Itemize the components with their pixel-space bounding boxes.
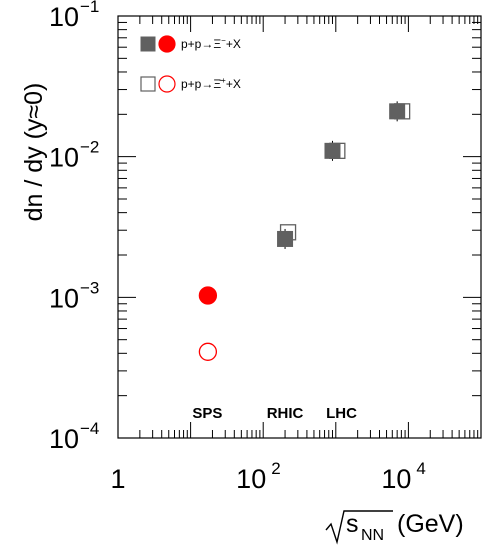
region-label: RHIC [267, 405, 304, 422]
y-tick-label-base: 10 [49, 143, 79, 173]
data-point-square-filled [277, 230, 294, 247]
legend-label-main: p+p→Ξ [181, 37, 221, 51]
legend-label: p+p→Ξ̄++X [181, 76, 241, 91]
data-point-square-open [329, 142, 346, 159]
legend-circle-marker [158, 75, 176, 93]
plot-frame [117, 15, 482, 439]
y-tick-label-exponent: −4 [80, 419, 99, 438]
data-point-circle [198, 342, 218, 361]
region-labels: SPS RHIC LHC [192, 405, 357, 422]
region-label: LHC [326, 405, 357, 422]
legend-square-marker [140, 76, 156, 92]
region-label: SPS [192, 405, 222, 422]
x-tick-label-base: 1 [110, 464, 125, 494]
y-tick-label-base: 10 [49, 2, 79, 32]
data-point-square-filled [389, 103, 406, 120]
x-tick-label-exponent: 4 [416, 459, 425, 478]
sqrt-symbol [325, 510, 393, 545]
legend-square-marker [140, 36, 156, 52]
y-axis: 10−410−310−210−1 [49, 0, 481, 454]
legend-label: p+p→Ξ−+X [181, 36, 241, 51]
data-point-circle [198, 286, 218, 305]
x-tick-label-exponent: 2 [271, 459, 280, 478]
x-axis: 1 10 2 10 4 [110, 16, 479, 494]
y-tick-label-exponent: −3 [80, 278, 99, 297]
legend-label-tail: +X [226, 37, 241, 51]
legend-circle-marker [158, 35, 176, 53]
legend-label-sup: + [221, 76, 226, 85]
legend-label-sup: − [221, 36, 226, 45]
legend: p+p→Ξ−+Xp+p→Ξ̄++X [140, 35, 241, 93]
y-tick-label-base: 10 [49, 283, 79, 313]
plot-frame-rect [117, 15, 482, 439]
y-tick-label-exponent: −1 [80, 0, 99, 16]
y-axis-title: dn / dy (y≈0) [20, 83, 48, 222]
data-points [198, 101, 411, 361]
x-axis-title-unit: (GeV) [397, 510, 464, 538]
legend-label-tail: +X [226, 77, 241, 91]
data-point-square-open [393, 103, 411, 120]
y-tick-label-exponent: −2 [80, 138, 99, 157]
y-tick-label-base: 10 [49, 424, 79, 454]
data-point-square-filled [324, 142, 341, 159]
legend-label-main: p+p→Ξ̄ [181, 77, 223, 91]
x-axis-title: s NN (GeV) [325, 510, 464, 545]
data-point-square-open [279, 224, 297, 241]
x-axis-title-base: s [346, 510, 359, 538]
x-tick-label-base: 10 [381, 464, 411, 494]
x-axis-title-sub: NN [361, 527, 384, 544]
x-tick-label-base: 10 [236, 464, 266, 494]
